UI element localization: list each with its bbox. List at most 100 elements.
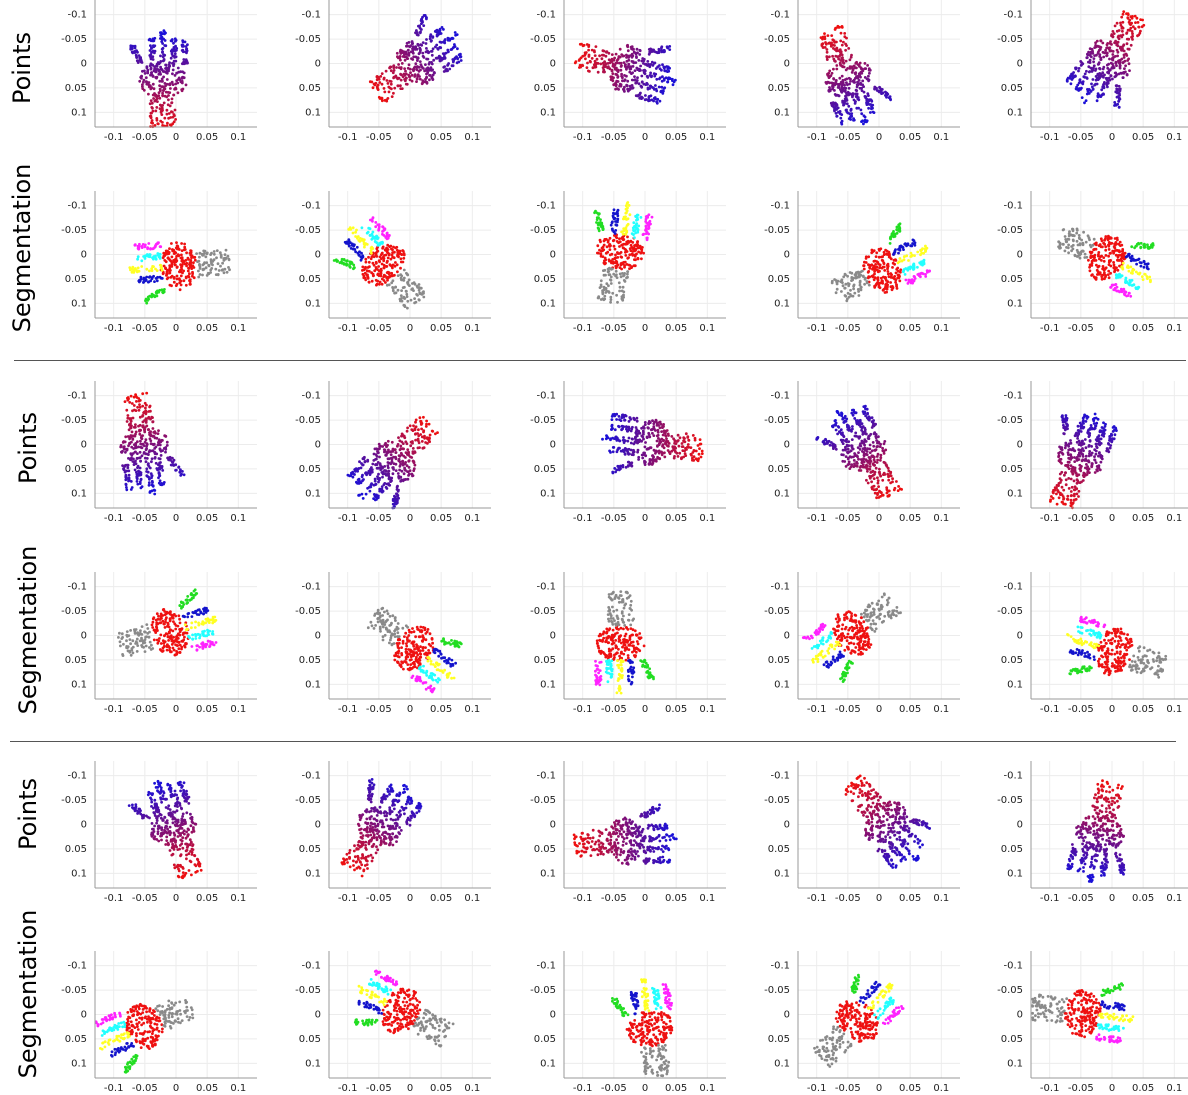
scatter-point [414,300,418,304]
scatter-point [141,414,145,417]
scatter-point [620,243,624,247]
scatter-point [1116,254,1120,257]
scatter-point [599,254,603,258]
scatter-point [202,253,205,257]
scatter-point [385,261,389,264]
scatter-point [668,66,671,70]
scatter-point [642,59,646,63]
scatter-point [615,73,619,77]
scatter-point [1076,250,1080,254]
scatter-point [160,106,164,110]
scatter-point [179,283,183,287]
scatter-point [603,262,607,266]
scatter-point [838,54,841,58]
scatter-point [1097,253,1100,256]
scatter-point [180,472,184,476]
scatter-point [650,75,653,79]
scatter-point [401,442,405,445]
scatter-point [175,47,179,50]
scatter-point [1127,252,1130,256]
scatter-point [157,472,161,475]
scatter-point [634,258,637,262]
scatter-point [832,67,835,71]
scatter-point [173,52,177,56]
scatter-point [883,269,887,272]
scatter-point [1139,18,1142,21]
scatter-point [603,259,606,263]
scatter-point [165,78,169,81]
scatter-point [830,34,834,37]
scatter-point [429,33,433,37]
scatter-point [621,285,625,289]
scatter-point [178,288,182,292]
scatter-point [660,48,663,52]
scatter-point [912,263,916,267]
scatter-point [190,256,193,260]
scatter-point [395,248,399,252]
scatter-point [845,97,848,100]
scatter-point [176,78,180,81]
scatter-point [1096,63,1100,66]
scatter-point [625,83,628,87]
scatter-point [157,62,161,66]
scatter-point [665,45,669,49]
scatter-point [161,469,165,472]
scatter-point [1124,70,1127,74]
scatter-point [618,240,622,244]
scatter-point [823,37,827,41]
scatter-point [396,254,399,257]
scatter-point [356,235,360,238]
scatter-point [174,118,178,121]
scatter-point [1058,245,1062,248]
scatter-point [839,59,843,62]
scatter-point [824,41,827,44]
scatter-point [903,255,906,258]
scatter-point [601,249,604,253]
scatter-point [182,58,186,61]
scatter-point [598,54,601,58]
scatter-point [1111,56,1115,60]
scatter-point [631,250,635,253]
scatter-point [143,277,147,280]
scatter-point [623,78,627,82]
scatter-point [183,245,187,249]
scatter-point [393,502,397,505]
scatter-point [159,60,163,63]
scatter-point [170,263,174,266]
scatter-point [613,261,617,264]
scatter-point [131,265,135,269]
scatter-point [856,97,860,101]
scatter-point [866,64,869,67]
scatter-point [413,73,417,76]
scatter-point [146,475,149,478]
scatter-point [373,498,377,502]
scatter-point [647,221,651,224]
scatter-point [429,68,433,72]
scatter-point [1067,243,1070,247]
scatter-point [842,275,846,279]
scatter-point [615,236,619,240]
scatter-point [1133,259,1137,262]
scatter-point [636,230,640,234]
scatter-point [198,251,202,255]
scatter-point [182,269,186,273]
x-tick-label: 0.1 [933,132,949,143]
scatter-point [596,70,600,74]
scatter-point [619,275,623,279]
scatter-point [212,258,216,261]
scatter-point [377,472,380,476]
scatter-point [1101,273,1105,277]
scatter-point [335,260,339,263]
scatter-point [415,47,419,51]
scatter-point [1124,52,1128,56]
scatter-point [145,253,149,256]
scatter-point [847,47,851,50]
scatter-point [405,82,409,86]
scatter-point [379,267,383,271]
scatter-point [1088,47,1092,51]
scatter-point [626,272,629,276]
scatter-point [611,72,615,75]
scatter-point [1149,280,1152,284]
scatter-point [381,475,384,479]
scatter-point [1099,39,1103,43]
